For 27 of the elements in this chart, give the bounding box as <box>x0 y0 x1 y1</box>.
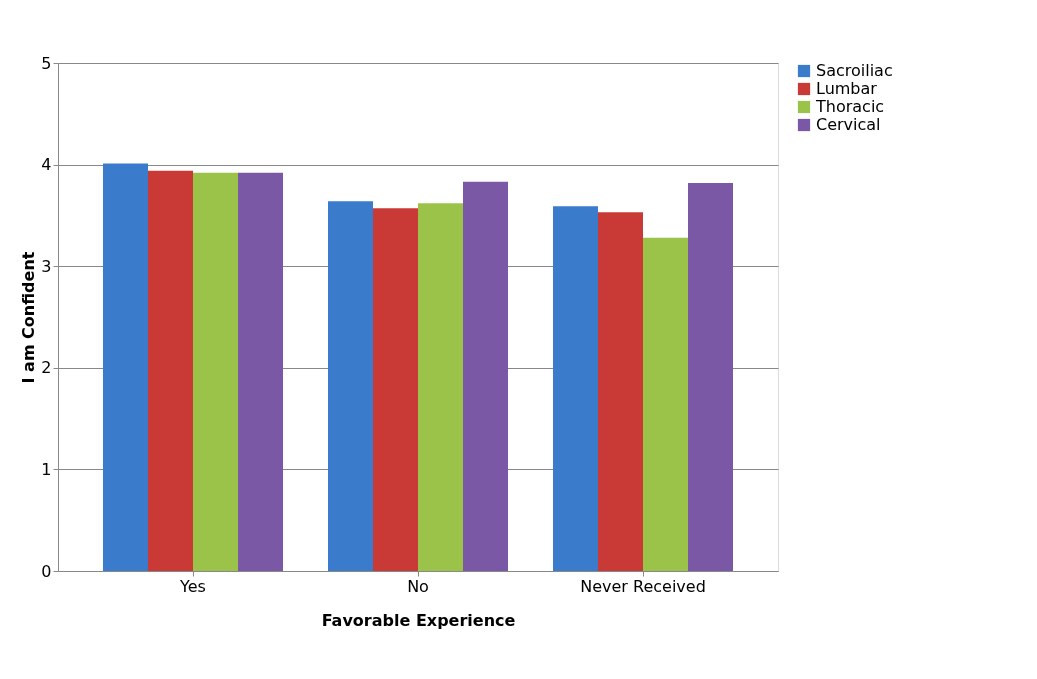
y-tick-label: 3 <box>41 256 52 276</box>
legend-label: Cervical <box>816 115 881 134</box>
y-axis-title: I am Confident <box>19 251 39 384</box>
bar <box>643 237 688 571</box>
bar <box>148 170 193 571</box>
bar <box>553 206 598 571</box>
bar <box>328 201 373 571</box>
bar <box>103 163 148 571</box>
bar <box>238 172 283 571</box>
bar <box>688 182 733 571</box>
x-axis-title: Favorable Experience <box>321 610 516 630</box>
bar <box>193 172 238 571</box>
x-tick-label: No <box>407 576 429 596</box>
bar <box>463 181 508 571</box>
legend-label: Lumbar <box>816 79 878 98</box>
x-tick-label: Yes <box>179 576 206 596</box>
y-tick-label: 4 <box>41 155 52 175</box>
bar <box>418 203 463 571</box>
y-tick-label: 2 <box>41 358 52 378</box>
y-tick-label: 1 <box>41 459 52 479</box>
bar <box>598 212 643 571</box>
legend-label: Sacroiliac <box>816 61 893 80</box>
bar <box>373 208 418 571</box>
legend-label: Thoracic <box>815 97 885 116</box>
y-tick-label: 0 <box>41 561 52 581</box>
x-tick-label: Never Received <box>580 576 706 596</box>
y-tick-label: 5 <box>41 53 52 73</box>
